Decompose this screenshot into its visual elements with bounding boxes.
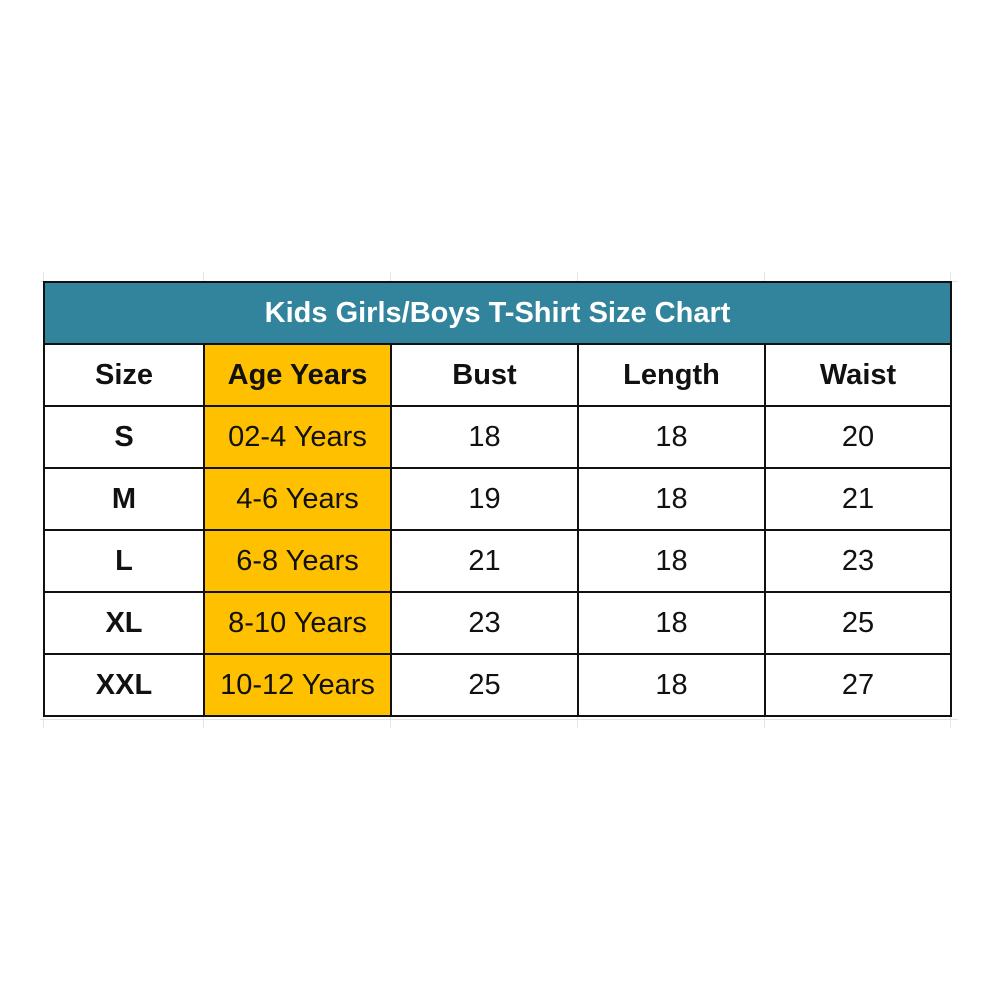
table-row: L 6-8 Years 21 18 23 bbox=[43, 529, 953, 593]
cell-length: 18 bbox=[577, 653, 766, 717]
cell-bust: 23 bbox=[390, 591, 579, 655]
table-row: XXL 10-12 Years 25 18 27 bbox=[43, 653, 953, 717]
cell-age: 02-4 Years bbox=[203, 405, 392, 469]
cell-bust: 19 bbox=[390, 467, 579, 531]
size-chart-table: Kids Girls/Boys T-Shirt Size Chart Size … bbox=[42, 281, 953, 717]
cell-age: 4-6 Years bbox=[203, 467, 392, 531]
cell-age: 6-8 Years bbox=[203, 529, 392, 593]
table-row: S 02-4 Years 18 18 20 bbox=[43, 405, 953, 469]
cell-waist: 21 bbox=[763, 467, 953, 531]
table-title: Kids Girls/Boys T-Shirt Size Chart bbox=[42, 281, 953, 345]
cell-length: 18 bbox=[577, 405, 766, 469]
cell-length: 18 bbox=[577, 467, 766, 531]
cell-size: XXL bbox=[43, 653, 205, 717]
cell-length: 18 bbox=[577, 591, 766, 655]
table-row: XL 8-10 Years 23 18 25 bbox=[43, 591, 953, 655]
cell-waist: 23 bbox=[763, 529, 953, 593]
cell-bust: 25 bbox=[390, 653, 579, 717]
cell-age: 10-12 Years bbox=[203, 653, 392, 717]
title-row: Kids Girls/Boys T-Shirt Size Chart bbox=[42, 281, 953, 345]
table-row: M 4-6 Years 19 18 21 bbox=[43, 467, 953, 531]
header-row: Size Age Years Bust Length Waist bbox=[43, 343, 953, 407]
cell-size: L bbox=[43, 529, 205, 593]
cell-waist: 20 bbox=[763, 405, 953, 469]
cell-size: S bbox=[43, 405, 205, 469]
cell-length: 18 bbox=[577, 529, 766, 593]
cell-waist: 25 bbox=[763, 591, 953, 655]
cell-bust: 21 bbox=[390, 529, 579, 593]
cell-bust: 18 bbox=[390, 405, 579, 469]
cell-waist: 27 bbox=[763, 653, 953, 717]
header-bust: Bust bbox=[390, 343, 579, 407]
header-size: Size bbox=[43, 343, 205, 407]
cell-age: 8-10 Years bbox=[203, 591, 392, 655]
header-age: Age Years bbox=[203, 343, 392, 407]
cell-size: XL bbox=[43, 591, 205, 655]
gridline bbox=[40, 719, 958, 720]
header-waist: Waist bbox=[763, 343, 953, 407]
header-length: Length bbox=[577, 343, 766, 407]
cell-size: M bbox=[43, 467, 205, 531]
